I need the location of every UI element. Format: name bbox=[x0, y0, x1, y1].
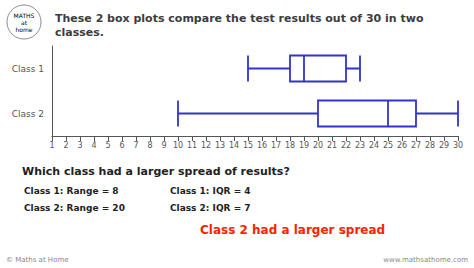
svg-text:30: 30 bbox=[453, 141, 463, 150]
svg-text:Class 2 had a larger spread: Class 2 had a larger spread bbox=[200, 223, 385, 237]
svg-text:20: 20 bbox=[313, 141, 323, 150]
svg-text:24: 24 bbox=[369, 141, 379, 150]
svg-text:18: 18 bbox=[285, 141, 295, 150]
svg-text:Class 1: Range = 8: Class 1: Range = 8 bbox=[24, 186, 119, 196]
svg-text:17: 17 bbox=[271, 141, 281, 150]
svg-text:© Maths at Home: © Maths at Home bbox=[6, 256, 69, 264]
svg-text:MATHS: MATHS bbox=[14, 12, 35, 19]
svg-text:8: 8 bbox=[147, 141, 152, 150]
svg-text:27: 27 bbox=[411, 141, 421, 150]
svg-text:1: 1 bbox=[49, 141, 54, 150]
svg-text:26: 26 bbox=[397, 141, 407, 150]
svg-text:Class 2: Range = 20: Class 2: Range = 20 bbox=[24, 203, 125, 213]
svg-text:9: 9 bbox=[161, 141, 166, 150]
svg-text:13: 13 bbox=[215, 141, 225, 150]
svg-text:22: 22 bbox=[341, 141, 351, 150]
svg-text:29: 29 bbox=[439, 141, 449, 150]
svg-text:www.mathsathome.com: www.mathsathome.com bbox=[383, 256, 468, 264]
svg-text:23: 23 bbox=[355, 141, 365, 150]
svg-text:home: home bbox=[15, 26, 32, 33]
svg-text:classes.: classes. bbox=[55, 26, 104, 39]
svg-text:3: 3 bbox=[77, 141, 82, 150]
svg-text:21: 21 bbox=[327, 141, 337, 150]
svg-text:Class 2: IQR = 7: Class 2: IQR = 7 bbox=[170, 203, 251, 213]
svg-text:7: 7 bbox=[133, 141, 138, 150]
svg-text:16: 16 bbox=[257, 141, 267, 150]
svg-text:Class 1: IQR = 4: Class 1: IQR = 4 bbox=[170, 186, 251, 196]
svg-text:5: 5 bbox=[105, 141, 110, 150]
svg-text:6: 6 bbox=[119, 141, 124, 150]
svg-text:14: 14 bbox=[229, 141, 239, 150]
svg-text:Class 2: Class 2 bbox=[12, 109, 44, 119]
svg-text:12: 12 bbox=[201, 141, 211, 150]
svg-text:4: 4 bbox=[91, 141, 96, 150]
svg-text:These 2 box plots compare the: These 2 box plots compare the test resul… bbox=[55, 12, 424, 25]
svg-text:2: 2 bbox=[63, 141, 68, 150]
svg-text:at: at bbox=[21, 19, 28, 26]
svg-text:Which class had a larger sprea: Which class had a larger spread of resul… bbox=[22, 165, 290, 178]
svg-text:Class 1: Class 1 bbox=[12, 64, 44, 74]
svg-text:11: 11 bbox=[187, 141, 197, 150]
svg-text:25: 25 bbox=[383, 141, 393, 150]
svg-text:15: 15 bbox=[243, 141, 253, 150]
svg-text:28: 28 bbox=[425, 141, 435, 150]
svg-text:10: 10 bbox=[173, 141, 183, 150]
svg-text:19: 19 bbox=[299, 141, 309, 150]
